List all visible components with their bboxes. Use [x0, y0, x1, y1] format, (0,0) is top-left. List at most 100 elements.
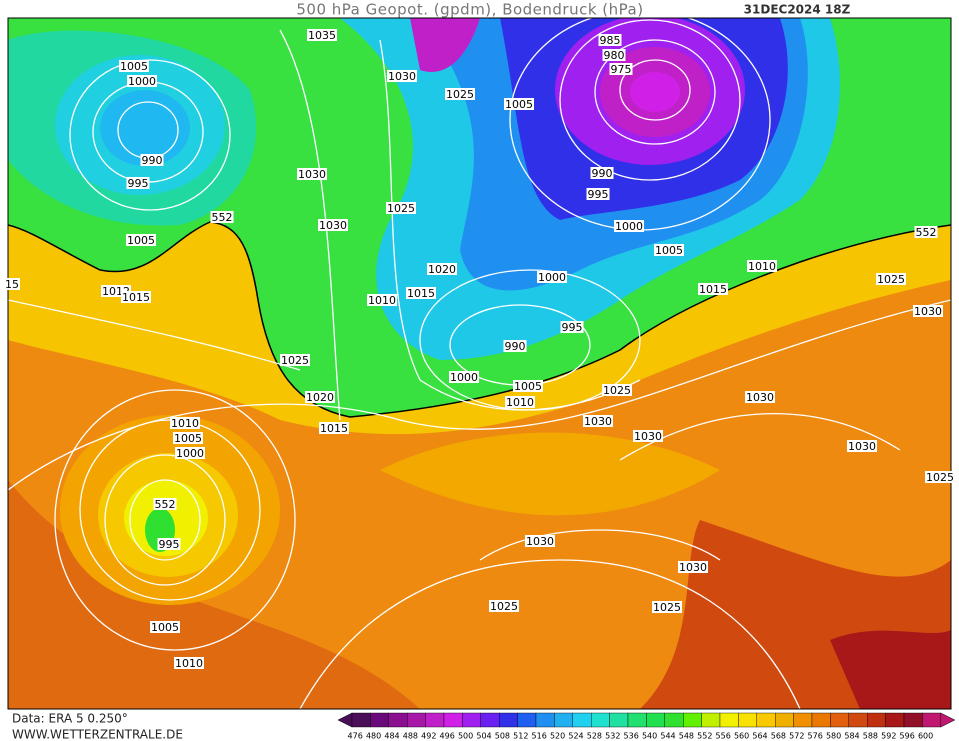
contour-label: 1025 — [603, 384, 631, 397]
colorbar-label: 480 — [366, 732, 381, 741]
colorbar-cell — [701, 712, 721, 728]
colorbar-label: 588 — [863, 732, 878, 741]
contour-label-box — [297, 168, 327, 180]
colorbar-cell — [646, 712, 666, 728]
colorbar-cell — [811, 712, 831, 728]
contour-label: 552 — [916, 226, 937, 239]
contour-label: 1030 — [914, 305, 942, 318]
colorbar-label: 532 — [605, 732, 620, 741]
colorbar-label: 580 — [826, 732, 841, 741]
contour-label: 1025 — [653, 601, 681, 614]
contour-label: 1000 — [538, 271, 566, 284]
colorbar-cell — [756, 712, 776, 728]
contour-label-box — [876, 273, 906, 285]
colorbar-label: 488 — [403, 732, 418, 741]
contour-label: 1030 — [584, 415, 612, 428]
colorbar-cell — [425, 712, 445, 728]
contour-label: 1010 — [506, 396, 534, 409]
contour-label: 1030 — [679, 561, 707, 574]
colorbar-cell — [830, 712, 850, 728]
colorbar-label: 520 — [550, 732, 565, 741]
contour-label-box — [590, 167, 614, 179]
colorbar-label: 512 — [513, 732, 528, 741]
contour-label-box — [602, 49, 626, 61]
contour-label: 1030 — [746, 391, 774, 404]
contour-label: 552 — [155, 498, 176, 511]
colorbar-label: 568 — [771, 732, 786, 741]
contour-label: 1010 — [171, 417, 199, 430]
contour-label: 990 — [592, 167, 613, 180]
contour-label: 1025 — [926, 471, 954, 484]
contour-label: 990 — [505, 340, 526, 353]
contour-label-box — [121, 291, 151, 303]
colorbar-label: 504 — [476, 732, 491, 741]
contour-label-box — [174, 657, 204, 669]
contour-label-box — [654, 244, 684, 256]
contour-label: 1010 — [175, 657, 203, 670]
contour-label-box — [614, 220, 644, 232]
colorbar-label: 572 — [789, 732, 804, 741]
contour-label-box — [127, 75, 157, 87]
colorbar-label: 528 — [587, 732, 602, 741]
contour-label: 1030 — [634, 430, 662, 443]
colorbar-label: 576 — [808, 732, 823, 741]
contour-label-box — [504, 98, 534, 110]
contour-label: 990 — [142, 154, 163, 167]
contour-label: 1030 — [319, 219, 347, 232]
colorbar-cell — [499, 712, 518, 728]
contour-label: 1010 — [368, 294, 396, 307]
contour-label-box — [126, 177, 150, 189]
colorbar-label: 556 — [716, 732, 731, 741]
colorbar-label: 524 — [568, 732, 583, 741]
contour-label: 1030 — [298, 168, 326, 181]
colorbar-label: 508 — [495, 732, 510, 741]
contour-label-box — [503, 340, 527, 352]
colorbar-cell — [388, 712, 408, 728]
colorbar-cell — [443, 712, 463, 728]
colorbar-cell — [793, 712, 813, 728]
contour-label-box — [513, 380, 543, 392]
contour-label: 1005 — [514, 380, 542, 393]
contour-label: 1025 — [387, 202, 415, 215]
contour-label: 1030 — [526, 535, 554, 548]
colorbar-label: 540 — [642, 732, 657, 741]
colorbar-cell — [351, 712, 371, 728]
website: WWW.WETTERZENTRALE.DE — [12, 728, 183, 741]
contour-label-box — [505, 396, 535, 408]
contour-label: 1030 — [388, 70, 416, 83]
colorbar-cell — [903, 712, 923, 728]
contour-label-box — [525, 535, 555, 547]
contour-label-box — [445, 88, 475, 100]
contour-label: 1015 — [320, 422, 348, 435]
colorbar-label: 600 — [918, 732, 933, 741]
contour-label: 1000 — [176, 447, 204, 460]
contour-label-box — [140, 154, 164, 166]
colorbar-cell — [738, 712, 758, 728]
contour-label-box — [367, 294, 397, 306]
colorbar-cell — [664, 712, 684, 728]
colorbar-cell — [867, 712, 886, 728]
colorbar-label: 500 — [458, 732, 473, 741]
colorbar-label: 516 — [532, 732, 547, 741]
contour-label: 1025 — [490, 600, 518, 613]
colorbar-cell — [591, 712, 610, 728]
colorbar-cell — [922, 712, 942, 728]
contour-label-box — [319, 422, 349, 434]
contour-label: 1005 — [127, 234, 155, 247]
contour-label-box — [406, 287, 436, 299]
contour-label-box — [652, 601, 682, 613]
contour-label-box — [847, 440, 877, 452]
contour-label: 1000 — [615, 220, 643, 233]
colorbar-label: 596 — [900, 732, 915, 741]
contour-label-box — [586, 188, 610, 200]
data-source: Data: ERA 5 0.250° — [12, 712, 128, 726]
colorbar-cell — [627, 712, 647, 728]
contour-label-box — [305, 391, 335, 403]
map-fields — [8, 18, 951, 709]
colorbar-label: 544 — [660, 732, 675, 741]
colorbar-label: 476 — [348, 732, 363, 741]
colorbar-label: 548 — [679, 732, 694, 741]
contour-label-box — [175, 447, 205, 459]
contour-label-box — [387, 70, 417, 82]
colorbar-cell — [609, 712, 629, 728]
